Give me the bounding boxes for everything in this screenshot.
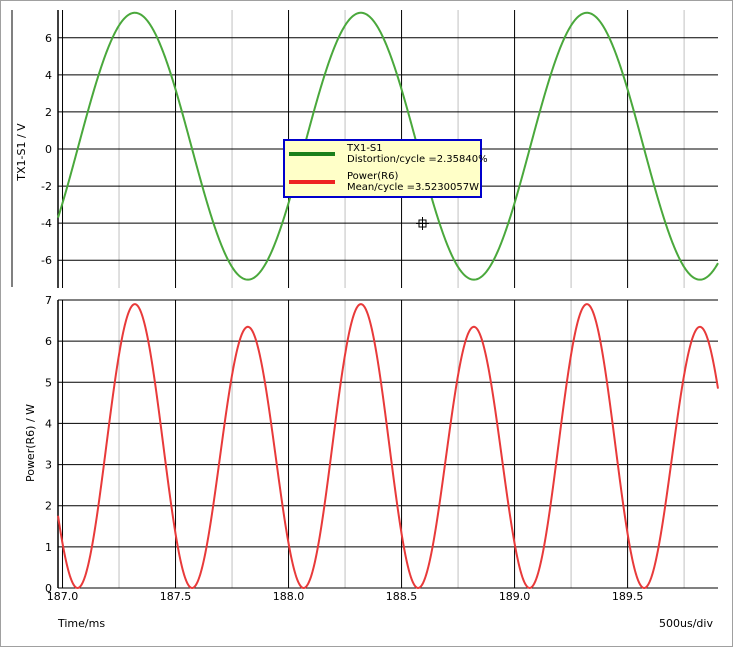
y-tick-label: 2 [45,106,52,119]
y-tick-label: -2 [41,180,52,193]
legend-stat-power-r6: Mean/cycle =3.5230057W [347,182,479,193]
y-tick-label: 5 [45,376,52,389]
bottom-plot-grid [57,299,718,589]
legend-swatch-tx1-s1 [289,152,335,156]
x-tick-labels: 187.0 187.5 188.0 188.5 189.0 189.5 [47,590,644,603]
legend-entry-power-r6[interactable]: Power(R6) Mean/cycle =3.5230057W [289,171,481,197]
legend-text-tx1-s1: TX1-S1 Distortion/cycle =2.35840% [347,143,488,165]
y-tick-label: 0 [45,143,52,156]
legend-swatch-power-r6 [289,180,335,184]
y-tick-label: 0 [45,582,52,595]
x-tick-label: 189.5 [612,590,644,603]
x-tick-label: 187.0 [47,590,79,603]
x-tick-label: 188.5 [386,590,418,603]
bottom-y-tick-labels: 7 6 5 4 3 2 1 0 [45,294,52,595]
top-y-tick-labels: 6 4 2 0 -2 -4 -6 [41,32,52,267]
y-tick-label: -6 [41,254,52,267]
x-tick-label: 188.0 [273,590,305,603]
x-axis-label: Time/ms [58,617,106,630]
x-tick-label: 187.5 [160,590,192,603]
y-tick-label: 4 [45,69,52,82]
top-plot-grid [57,10,718,288]
y-tick-label: 7 [45,294,52,307]
crosshair-cursor-icon [416,217,429,230]
legend-text-power-r6: Power(R6) Mean/cycle =3.5230057W [347,171,479,193]
y-tick-label: 2 [45,500,52,513]
x-tick-label: 189.0 [499,590,531,603]
legend-stat-tx1-s1: Distortion/cycle =2.35840% [347,154,488,165]
legend-name-power-r6: Power(R6) [347,171,399,182]
legend-box[interactable]: TX1-S1 Distortion/cycle =2.35840% Power(… [283,139,488,198]
series-line-tx1-s1 [57,11,719,281]
y-tick-label: 3 [45,459,52,472]
top-y-axis-label: TX1-S1 / V [15,123,28,182]
y-tick-label: 6 [45,335,52,348]
y-tick-label: -4 [41,217,52,230]
y-tick-label: 4 [45,417,52,430]
legend-entry-tx1-s1[interactable]: TX1-S1 Distortion/cycle =2.35840% [289,143,488,169]
bottom-y-axis-label: Power(R6) / W [24,404,37,482]
y-tick-label: 6 [45,32,52,45]
legend-name-tx1-s1: TX1-S1 [347,143,383,154]
series-line-power-r6 [57,303,719,590]
time-scale-readout: 500us/div [659,617,713,630]
y-tick-label: 1 [45,541,52,554]
